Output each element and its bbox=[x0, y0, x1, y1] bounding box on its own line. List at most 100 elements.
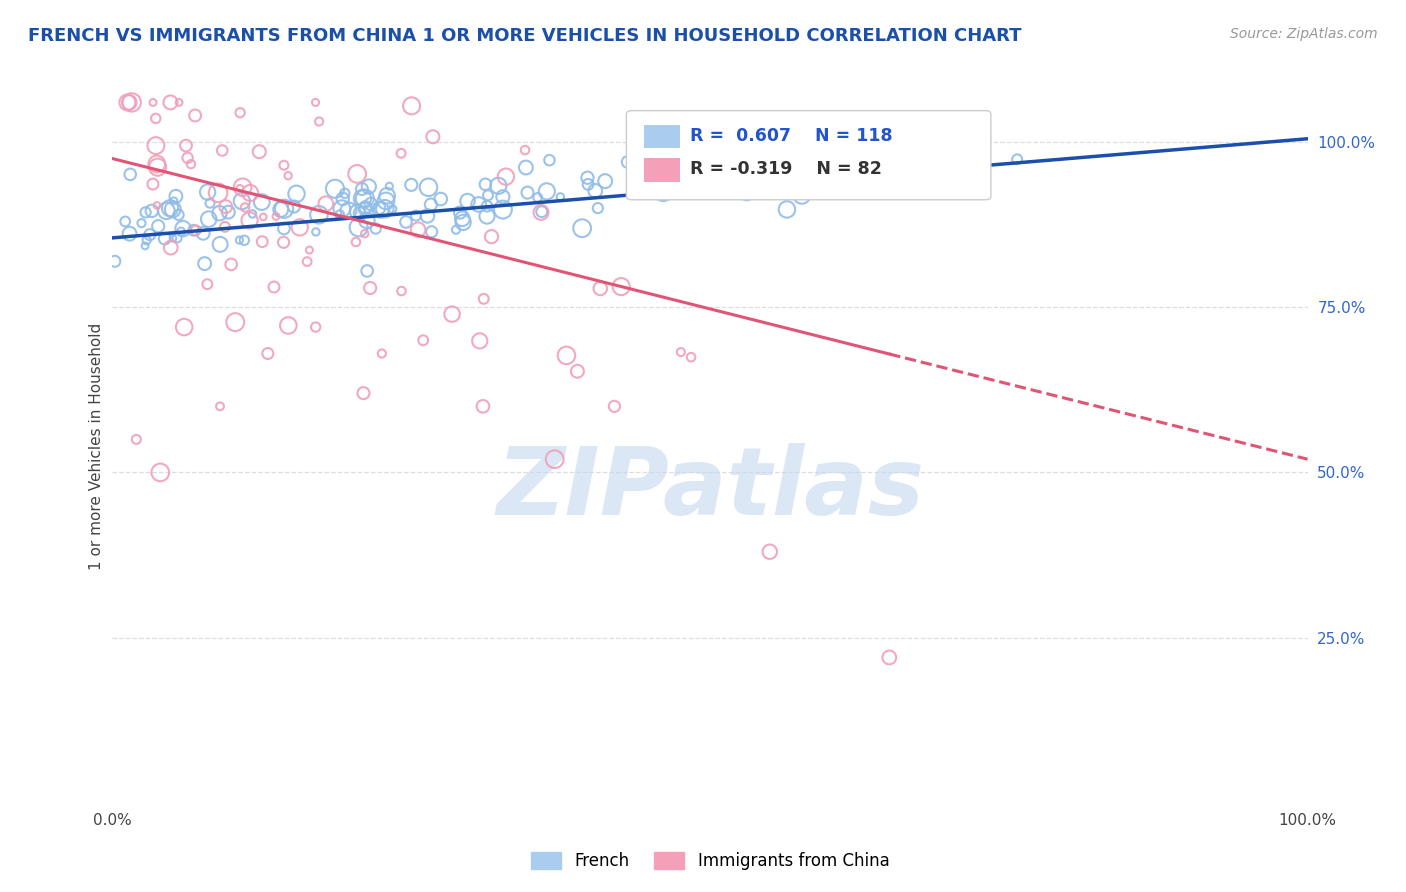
Point bbox=[209, 237, 232, 252]
Point bbox=[375, 194, 398, 208]
Point bbox=[167, 95, 190, 110]
Point bbox=[576, 178, 599, 192]
Bar bbox=[644, 125, 681, 148]
Point bbox=[422, 129, 444, 144]
Point bbox=[159, 95, 181, 110]
Point bbox=[162, 231, 184, 245]
Point bbox=[401, 178, 423, 192]
Point bbox=[441, 307, 464, 321]
Point bbox=[277, 318, 299, 333]
Point bbox=[567, 364, 589, 378]
Point bbox=[486, 178, 509, 193]
Point bbox=[174, 138, 197, 153]
Point bbox=[477, 188, 499, 202]
Point bbox=[239, 186, 262, 200]
Point bbox=[149, 466, 172, 480]
Point bbox=[104, 254, 127, 268]
Point bbox=[304, 320, 326, 334]
Point bbox=[429, 192, 451, 206]
Point bbox=[247, 145, 270, 159]
Bar bbox=[644, 159, 681, 182]
Point bbox=[283, 200, 305, 214]
Point bbox=[238, 213, 260, 227]
Point bbox=[139, 227, 162, 242]
Point bbox=[250, 195, 273, 210]
Point bbox=[467, 197, 489, 211]
Point bbox=[790, 188, 813, 202]
Point bbox=[305, 225, 328, 239]
Point bbox=[145, 112, 167, 126]
Point bbox=[530, 204, 553, 219]
Point bbox=[344, 235, 367, 249]
Y-axis label: 1 or more Vehicles in Household: 1 or more Vehicles in Household bbox=[89, 322, 104, 570]
Point bbox=[141, 203, 163, 218]
Point bbox=[451, 215, 474, 229]
Point bbox=[118, 95, 141, 110]
Point bbox=[184, 108, 207, 122]
Point bbox=[371, 346, 394, 360]
Point bbox=[763, 175, 786, 189]
Point bbox=[359, 281, 381, 295]
Point bbox=[142, 95, 165, 110]
Point bbox=[277, 169, 299, 183]
Legend: French, Immigrants from China: French, Immigrants from China bbox=[524, 845, 896, 877]
Point bbox=[184, 223, 207, 237]
Point bbox=[217, 205, 239, 219]
Point bbox=[121, 95, 143, 110]
Point bbox=[231, 194, 253, 208]
Point bbox=[252, 210, 274, 224]
Point bbox=[457, 194, 479, 208]
Point bbox=[163, 194, 186, 208]
Point bbox=[233, 233, 256, 247]
Text: Source: ZipAtlas.com: Source: ZipAtlas.com bbox=[1230, 27, 1378, 41]
FancyBboxPatch shape bbox=[626, 111, 991, 200]
Point bbox=[804, 160, 827, 174]
Point bbox=[315, 196, 337, 211]
Point bbox=[198, 196, 221, 211]
Point bbox=[451, 211, 474, 226]
Point bbox=[381, 202, 404, 216]
Point bbox=[214, 219, 236, 234]
Point bbox=[224, 315, 246, 329]
Point bbox=[353, 227, 375, 241]
Point bbox=[516, 186, 538, 200]
Point bbox=[232, 180, 254, 194]
Point bbox=[406, 223, 429, 237]
Point bbox=[530, 205, 553, 219]
Point bbox=[357, 179, 380, 194]
Point bbox=[492, 202, 515, 217]
Point bbox=[481, 229, 503, 244]
Point bbox=[513, 143, 536, 157]
Point bbox=[228, 233, 250, 247]
Point bbox=[273, 158, 295, 172]
Point bbox=[308, 208, 330, 222]
Point bbox=[142, 177, 165, 191]
Point bbox=[391, 284, 413, 298]
Point bbox=[877, 650, 900, 665]
Point bbox=[472, 400, 495, 414]
Point bbox=[364, 221, 387, 235]
Point bbox=[162, 202, 184, 217]
Point bbox=[610, 279, 633, 293]
Point bbox=[193, 226, 215, 240]
Point bbox=[159, 241, 181, 255]
Point bbox=[208, 206, 231, 220]
Point bbox=[420, 225, 443, 239]
Point bbox=[165, 189, 187, 203]
Point bbox=[145, 138, 167, 153]
Point bbox=[804, 161, 827, 176]
Point bbox=[180, 157, 202, 171]
Point bbox=[173, 320, 195, 334]
Point bbox=[194, 257, 217, 271]
Point bbox=[354, 192, 377, 206]
Point bbox=[360, 197, 382, 211]
Point bbox=[333, 186, 356, 201]
Point bbox=[211, 144, 233, 158]
Point bbox=[176, 151, 198, 165]
Point bbox=[817, 169, 839, 184]
Point bbox=[603, 400, 626, 414]
Point bbox=[354, 202, 377, 216]
Point bbox=[242, 207, 264, 221]
Point bbox=[474, 178, 496, 192]
Point bbox=[681, 350, 703, 364]
